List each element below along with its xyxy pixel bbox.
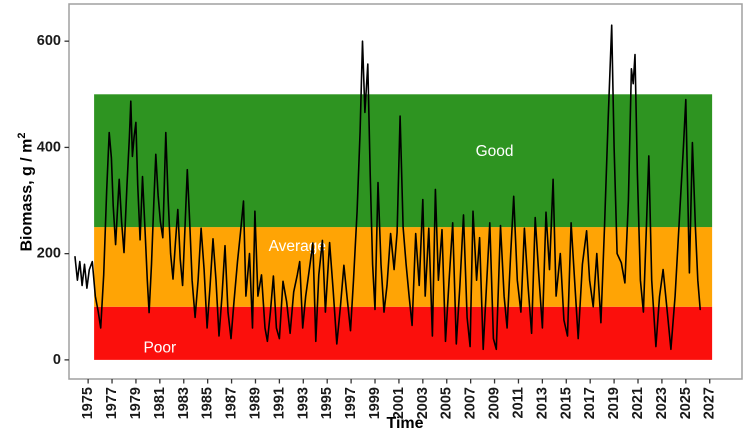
series-line-biomass (74, 24, 702, 351)
x-tick-label: 2001 (391, 387, 407, 419)
x-tick-label: 1985 (200, 387, 216, 419)
x-tick-label: 1989 (247, 387, 263, 419)
y-tick-label: 400 (37, 139, 61, 155)
band-average (94, 227, 713, 307)
y-axis-title-exponent: 2 (16, 132, 28, 139)
x-tick-label: 2023 (654, 387, 670, 419)
panel-border (68, 3, 743, 380)
x-tick-label: 1995 (319, 387, 335, 419)
x-tick-label: 2015 (558, 387, 574, 419)
x-tick-label: 1981 (152, 387, 168, 419)
band-label-average: Average (269, 238, 326, 255)
x-tick-label: 1997 (343, 387, 359, 419)
x-tick-label: 1987 (224, 387, 240, 419)
x-tick-label: 2005 (439, 387, 455, 419)
x-tick-label: 2007 (463, 387, 479, 419)
x-tick-label: 1999 (367, 387, 383, 419)
x-axis-title: Time (386, 415, 424, 432)
x-tick-label: 2003 (415, 387, 431, 419)
x-tick-label: 1975 (80, 387, 96, 419)
y-tick-label: 600 (37, 33, 61, 49)
x-tick-label: 1993 (295, 387, 311, 419)
band-label-poor: Poor (143, 340, 176, 357)
x-tick-label: 2013 (534, 387, 550, 419)
x-tick-label: 1991 (271, 387, 287, 419)
x-tick-label: 2027 (702, 387, 718, 419)
x-tick-label: 2021 (630, 387, 646, 419)
x-tick-label: 2009 (487, 387, 503, 419)
x-tick-label: 2011 (510, 387, 526, 418)
x-tick-label: 2017 (582, 387, 598, 419)
x-tick-label: 1977 (104, 387, 120, 419)
y-axis-title: Biomass, g / m2 (11, 92, 36, 292)
x-tick-label: 1983 (176, 387, 192, 419)
x-tick-label: 1979 (128, 387, 144, 419)
y-axis-title-text: Biomass, g / m (18, 138, 36, 252)
y-tick-label: 0 (53, 352, 61, 368)
band-poor (94, 306, 713, 360)
x-tick-label: 2025 (678, 387, 694, 419)
band-label-good: Good (476, 143, 514, 160)
y-tick-label: 200 (37, 246, 61, 262)
x-tick-label: 2019 (606, 387, 622, 419)
